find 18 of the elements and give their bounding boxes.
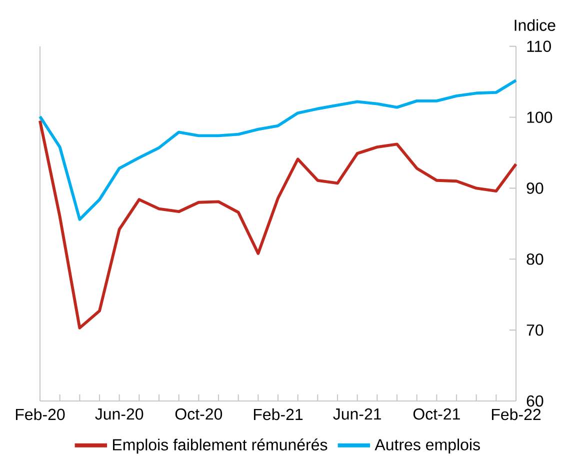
x-tick-label: Oct-21: [413, 408, 460, 420]
y-tick-label: 110: [527, 40, 551, 52]
x-tick-label: Jun-20: [95, 408, 144, 420]
x-tick-label: Feb-21: [254, 408, 303, 420]
legend-label: Emplois faiblement rémunérés: [113, 438, 328, 454]
line-series: [38, 78, 518, 221]
x-tick-label: Jun-21: [333, 408, 382, 420]
x-tick-label: Feb-22: [492, 408, 541, 420]
y-tick-label: 70: [526, 324, 544, 336]
y-tick-label: 60: [526, 395, 544, 407]
legend-label: Autres emplois: [374, 438, 480, 454]
y-tick-label: 100: [527, 112, 552, 123]
y-tick-label: 80: [526, 253, 544, 265]
line-series: [38, 119, 518, 330]
x-tick-label: Feb-20: [16, 408, 65, 420]
x-tick-label: Oct-20: [175, 408, 222, 420]
y-axis-title: Indice: [514, 19, 556, 31]
y-tick-label: 90: [526, 182, 544, 194]
